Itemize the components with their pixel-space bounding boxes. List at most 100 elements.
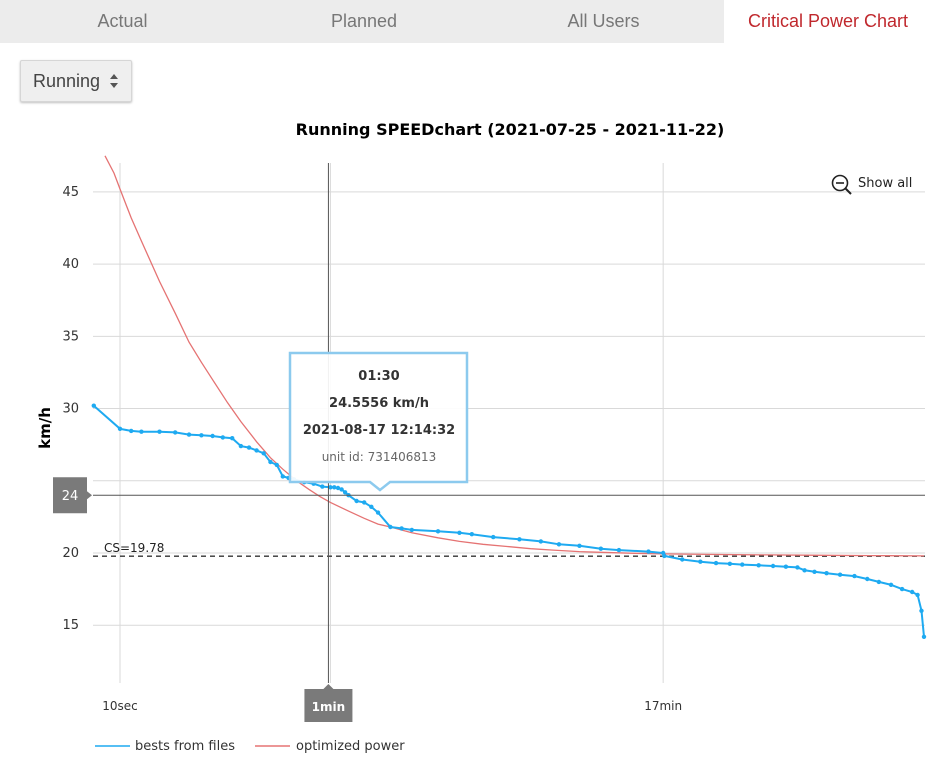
data-point — [210, 433, 215, 439]
data-point — [713, 560, 719, 566]
legend-label-bests: bests from files — [135, 739, 235, 754]
tooltip-box — [288, 351, 469, 492]
crosshair-y-label: 24 — [62, 489, 79, 504]
data-point — [328, 485, 333, 490]
data-point — [770, 563, 776, 569]
data-point — [172, 430, 178, 435]
data-point — [238, 443, 244, 449]
data-point — [409, 527, 415, 533]
data-point — [517, 537, 522, 542]
data-point — [342, 490, 348, 495]
y-tick-label: 35 — [62, 329, 79, 344]
data-point — [274, 462, 279, 468]
y-tick-label: 40 — [62, 257, 79, 272]
tab-critical-power-chart[interactable]: Critical Power Chart — [724, 0, 932, 43]
data-point — [302, 480, 307, 485]
crosshair: 24 1min — [53, 163, 925, 722]
tab-bar: Actual Planned All Users Critical Power … — [0, 0, 932, 43]
data-point — [660, 550, 666, 556]
data-point — [740, 562, 745, 567]
data-point — [921, 634, 927, 639]
chart-legend: bests from files optimized power — [95, 739, 405, 754]
data-point — [812, 569, 817, 574]
show-all-label: Show all — [858, 176, 912, 191]
data-point — [837, 572, 843, 577]
y-tick-label: 30 — [62, 402, 79, 417]
data-point — [335, 485, 341, 491]
critical-speed-line: CS=19.78 — [93, 541, 925, 557]
data-point — [375, 510, 381, 515]
data-point — [756, 563, 761, 568]
data-point — [254, 448, 259, 453]
legend-label-optimized: optimized power — [296, 739, 405, 754]
data-point — [139, 429, 144, 434]
data-point — [230, 435, 235, 441]
data-point — [598, 546, 604, 551]
crosshair-x-label: 1min — [312, 700, 346, 714]
data-point — [435, 529, 441, 534]
y-tick-label: 45 — [62, 185, 79, 200]
data-point — [332, 485, 337, 490]
data-point — [556, 542, 562, 547]
y-axis-ticks: 15 20 30 35 40 45 — [62, 185, 79, 633]
data-point — [727, 561, 733, 567]
data-point — [491, 534, 496, 540]
data-point — [698, 559, 703, 564]
data-point — [91, 403, 96, 408]
data-point — [339, 487, 344, 492]
tooltip: 01:30 24.5556 km/h 2021-08-17 12:14:32 unit… — [288, 351, 469, 492]
data-point — [117, 426, 123, 431]
x-tick-label: 10sec — [102, 699, 138, 713]
sport-select[interactable]: Running — [20, 60, 132, 102]
data-point — [616, 547, 622, 553]
data-point — [246, 445, 252, 450]
data-point — [280, 474, 286, 479]
crosshair-x-flag — [304, 684, 353, 722]
data-point — [915, 592, 920, 598]
data-point — [457, 530, 462, 535]
sport-select-value: Running — [33, 71, 101, 91]
data-point — [876, 579, 882, 585]
critical-speed-label: CS=19.78 — [104, 541, 164, 555]
data-point — [783, 564, 789, 569]
tab-all-users[interactable]: All Users — [567, 11, 640, 31]
data-point — [346, 493, 351, 498]
data-point — [802, 568, 807, 573]
tooltip-value: 24.5556 km/h — [329, 396, 429, 411]
tooltip-time: 01:30 — [358, 369, 399, 384]
sort-arrows-icon — [110, 74, 118, 88]
zoom-out-icon — [831, 174, 849, 192]
data-point — [388, 524, 393, 530]
data-point — [354, 498, 359, 504]
x-tick-label: 17min — [644, 699, 682, 713]
tab-planned[interactable]: Planned — [330, 11, 398, 31]
data-point — [865, 576, 870, 582]
data-point — [888, 582, 894, 587]
tab-actual[interactable]: Actual — [97, 11, 148, 31]
data-point — [157, 429, 162, 434]
crosshair-y-flag — [53, 477, 92, 514]
data-point — [909, 589, 915, 595]
data-point — [199, 433, 204, 438]
data-point — [919, 608, 924, 613]
data-point — [220, 435, 226, 440]
data-point — [824, 571, 829, 576]
data-point — [261, 451, 266, 456]
data-point — [662, 553, 667, 559]
y-axis-label: km/h — [36, 407, 54, 449]
tooltip-date: 2021-08-17 12:14:32 — [303, 423, 455, 438]
series-bests-from-files — [93, 404, 925, 637]
chart-title: Running SPEEDchart (2021-07-25 - 2021-11… — [296, 120, 725, 139]
data-point — [286, 475, 291, 481]
y-tick-label: 15 — [62, 618, 79, 633]
data-point — [899, 586, 905, 592]
x-tick-label: 1min — [315, 699, 345, 713]
show-all-button[interactable]: Show all — [831, 174, 913, 195]
data-point — [369, 504, 374, 509]
data-point — [538, 539, 544, 544]
data-point — [128, 428, 134, 434]
data-point — [469, 532, 475, 537]
y-tick-label: 20 — [62, 546, 79, 561]
data-point — [362, 500, 367, 505]
